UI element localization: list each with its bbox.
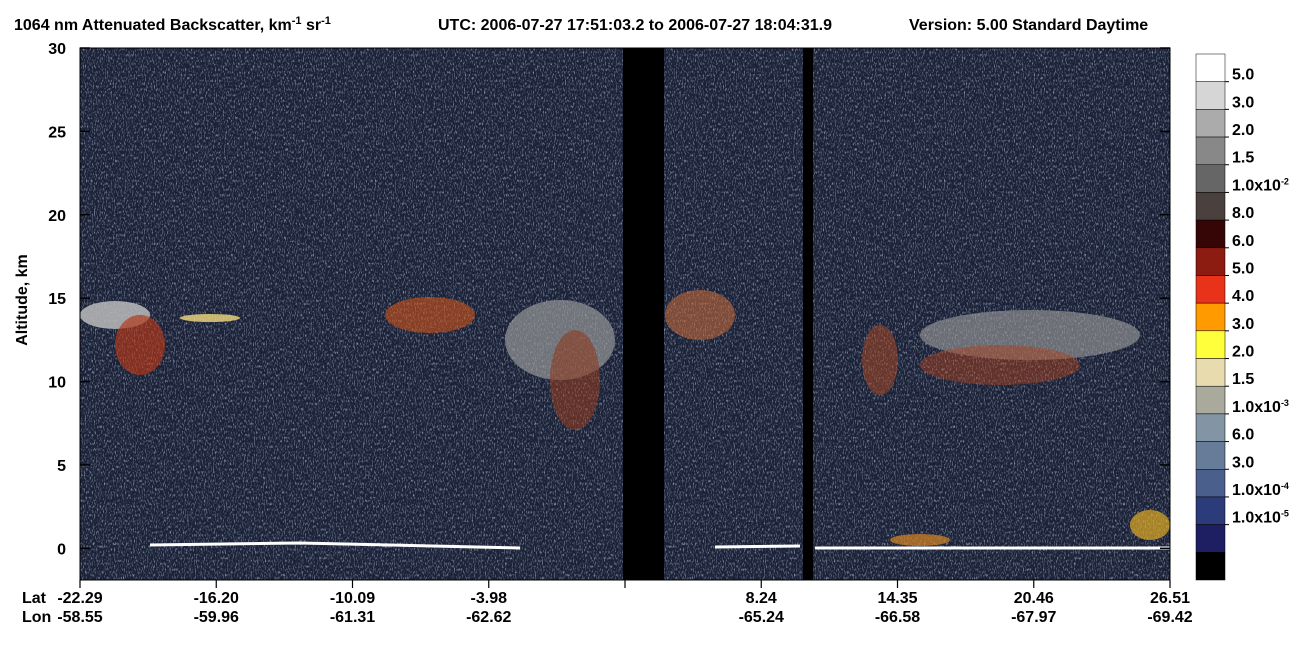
colorbar-swatch <box>1195 385 1226 415</box>
colorbar-swatch <box>1195 136 1226 165</box>
plot-image <box>79 47 1171 581</box>
lat-tick-label: 26.51 <box>1150 590 1190 607</box>
y-tick-label: 15 <box>48 291 66 308</box>
title-version: Version: 5.00 Standard Daytime <box>909 17 1148 34</box>
colorbar-label-text: 1.0x10 <box>1232 510 1281 527</box>
lon-tick-label: -61.31 <box>330 609 375 626</box>
colorbar-label-exp: -2 <box>1281 176 1289 186</box>
colorbar-label-text: 4.0 <box>1232 288 1254 305</box>
colorbar-swatch <box>1195 219 1226 249</box>
colorbar-label: 2.0 <box>1232 122 1254 139</box>
y-tick-label: 5 <box>57 458 66 475</box>
colorbar-label: 3.0 <box>1232 316 1254 333</box>
y-tick-label: 25 <box>48 124 66 141</box>
colorbar-swatch <box>1195 302 1226 332</box>
colorbar-swatch <box>1195 109 1226 138</box>
colorbar-label: 2.0 <box>1232 344 1254 361</box>
colorbar-swatch <box>1195 53 1226 82</box>
colorbar-label: 1.0x10-3 <box>1232 398 1289 416</box>
lon-tick-label: -69.42 <box>1147 609 1192 626</box>
colorbar-label-text: 2.0 <box>1232 344 1254 361</box>
colorbar-swatch <box>1195 275 1226 304</box>
lat-tick-label: -3.98 <box>471 590 508 607</box>
colorbar-swatch <box>1195 192 1226 221</box>
colorbar-label-text: 1.0x10 <box>1232 482 1281 499</box>
colorbar-label-text: 6.0 <box>1232 427 1254 444</box>
lat-tick-label: 20.46 <box>1014 590 1054 607</box>
colorbar-label: 3.0 <box>1232 94 1254 111</box>
colorbar-label-text: 8.0 <box>1232 205 1254 222</box>
lon-tick-label: -65.24 <box>739 609 784 626</box>
lon-tick-label: -67.97 <box>1011 609 1056 626</box>
colorbar-label: 8.0 <box>1232 205 1254 222</box>
lon-tick-label: -66.58 <box>875 609 920 626</box>
colorbar-label: 1.0x10-2 <box>1232 176 1289 194</box>
colorbar-label-text: 2.0 <box>1232 122 1254 139</box>
colorbar-label-text: 5.0 <box>1232 67 1254 84</box>
colorbar-label: 4.0 <box>1232 288 1254 305</box>
lon-row-label: Lon <box>22 609 51 626</box>
colorbar-label-exp: -5 <box>1281 509 1289 519</box>
y-tick-label: 20 <box>48 208 66 225</box>
lon-tick-label: -62.62 <box>466 609 511 626</box>
colorbar-swatch <box>1195 441 1226 470</box>
colorbar-swatch <box>1195 496 1226 525</box>
colorbar-swatch <box>1195 524 1226 553</box>
colorbar-swatch <box>1195 247 1226 276</box>
colorbar-label: 5.0 <box>1232 67 1254 84</box>
colorbar-swatch <box>1195 330 1226 359</box>
colorbar-label-text: 3.0 <box>1232 316 1254 333</box>
lat-tick-label: 14.35 <box>877 590 917 607</box>
colorbar-label: 1.0x10-5 <box>1232 509 1289 527</box>
colorbar-label: 5.0 <box>1232 260 1254 277</box>
lat-tick-label: -10.09 <box>330 590 375 607</box>
colorbar-label-text: 1.0x10 <box>1232 177 1281 194</box>
y-tick-label: 30 <box>48 41 66 58</box>
colorbar-label: 6.0 <box>1232 427 1254 444</box>
title-time: UTC: 2006-07-27 17:51:03.2 to 2006-07-27… <box>438 17 832 34</box>
colorbar-label-text: 5.0 <box>1232 260 1254 277</box>
colorbar-swatch <box>1195 164 1226 193</box>
colorbar-swatch <box>1195 552 1226 581</box>
lat-row-label: Lat <box>22 590 47 607</box>
lat-tick-label: 8.24 <box>746 590 777 607</box>
colorbar-label: 1.0x10-4 <box>1232 481 1289 499</box>
colorbar-swatch <box>1195 358 1226 387</box>
colorbar-label: 6.0 <box>1232 233 1254 250</box>
colorbar-label-text: 3.0 <box>1232 94 1254 111</box>
y-tick-label: 10 <box>48 375 66 392</box>
colorbar-swatch <box>1195 469 1226 498</box>
lat-tick-label: -22.29 <box>57 590 102 607</box>
lon-tick-label: -58.55 <box>57 609 102 626</box>
colorbar-label-exp: -4 <box>1281 481 1289 491</box>
y-axis-label: Altitude, km <box>14 254 31 346</box>
lat-tick-label: -16.20 <box>194 590 239 607</box>
colorbar-swatch <box>1195 81 1226 110</box>
colorbar-label: 3.0 <box>1232 454 1254 471</box>
title: 1064 nm Attenuated Backscatter, km-1 sr-… <box>14 15 331 34</box>
colorbar-label: 1.5 <box>1232 150 1254 167</box>
colorbar-label: 1.5 <box>1232 371 1254 388</box>
colorbar-label-exp: -3 <box>1281 398 1289 408</box>
colorbar-label-text: 1.0x10 <box>1232 399 1281 416</box>
colorbar-label-text: 6.0 <box>1232 233 1254 250</box>
colorbar-label-text: 3.0 <box>1232 454 1254 471</box>
y-tick-label: 0 <box>57 541 66 558</box>
colorbar-label-text: 1.5 <box>1232 150 1254 167</box>
lon-tick-label: -59.96 <box>194 609 239 626</box>
colorbar-label-text: 1.5 <box>1232 371 1254 388</box>
colorbar-swatch <box>1195 413 1226 442</box>
